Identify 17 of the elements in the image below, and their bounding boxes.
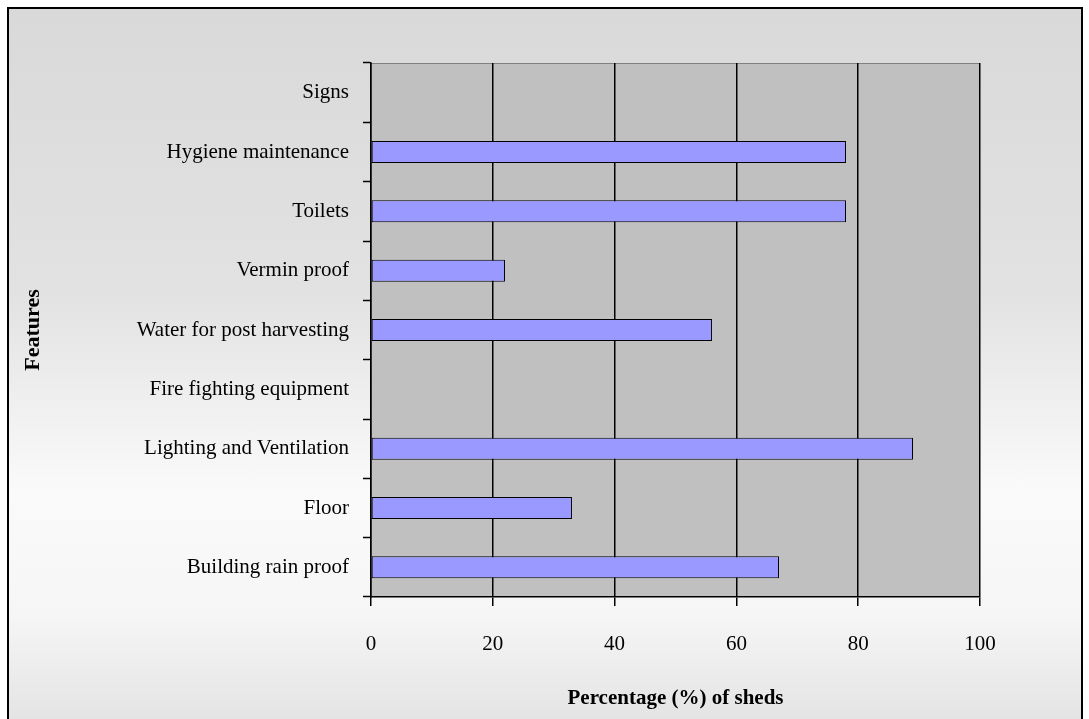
y-tick-label: Hygiene maintenance <box>166 138 349 163</box>
y-tick-label: Toilets <box>292 197 349 222</box>
y-tick-label: Water for post harvesting <box>136 316 350 341</box>
y-tick-label: Fire fighting equipment <box>149 375 350 400</box>
x-tick-label: 80 <box>847 631 869 656</box>
y-tick-label: Vermin proof <box>236 257 349 282</box>
x-tick-label: 0 <box>365 631 377 656</box>
y-tick-label: Lighting and Ventilation <box>144 435 350 460</box>
x-tick-label: 40 <box>604 631 626 656</box>
y-tick-label: Building rain proof <box>186 553 349 578</box>
y-axis-title: Features <box>18 288 44 371</box>
y-tick-label: Signs <box>302 79 349 104</box>
x-tick-label: 20 <box>482 631 504 656</box>
x-tick-label: 60 <box>725 631 747 656</box>
y-tick-label: Floor <box>303 494 349 519</box>
x-axis-title: Percentage (%) of sheds <box>567 684 784 709</box>
x-tick-label: 100 <box>964 631 996 656</box>
